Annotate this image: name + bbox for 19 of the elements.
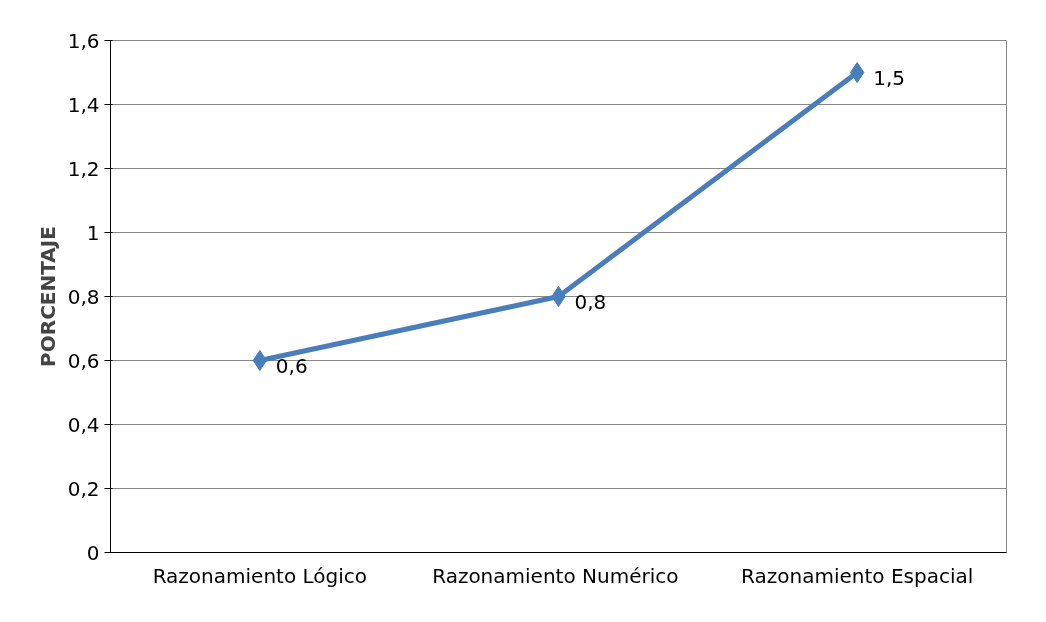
y-tick-label: 1,2	[67, 156, 100, 181]
y-tick-label: 0,6	[67, 348, 100, 373]
data-label: 0,8	[574, 289, 607, 314]
x-tick-label: Razonamiento Espacial	[741, 563, 974, 588]
point	[551, 286, 566, 307]
data-label: 1,5	[873, 65, 905, 90]
y-tick-label: 0	[86, 540, 100, 565]
x-tick-label: Razonamiento Lógico	[152, 563, 368, 588]
point	[850, 62, 865, 83]
y-axis-title: PORCENTAJE	[35, 226, 60, 367]
y-tick-label: 0,2	[67, 476, 100, 501]
data-label: 0,6	[275, 353, 308, 378]
y-tick-label: 0,4	[67, 412, 100, 437]
y-tick-label: 1,6	[67, 28, 100, 53]
point	[252, 350, 267, 371]
y-tick-label: 1,4	[67, 92, 100, 117]
y-tick-label: 1	[86, 220, 100, 245]
y-tick-label: 0,8	[67, 284, 100, 309]
x-tick-label: Razonamiento Numérico	[432, 563, 679, 588]
